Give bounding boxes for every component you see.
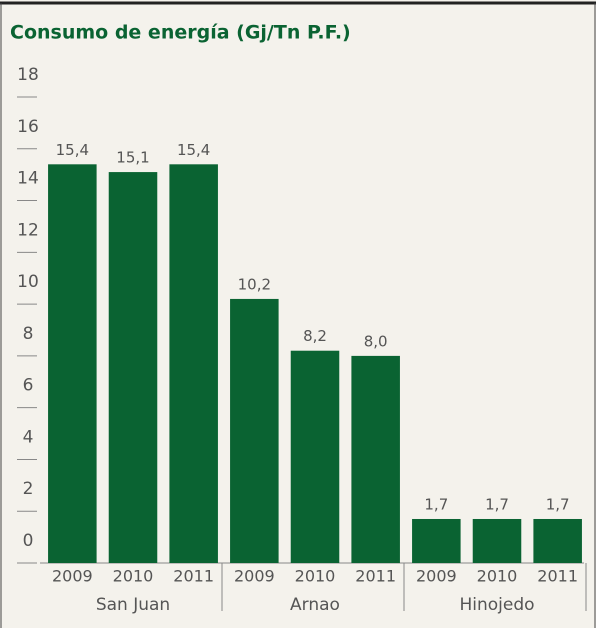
bar bbox=[169, 164, 218, 564]
x-tick-label: 2009 bbox=[52, 567, 93, 586]
x-tick-label: 2010 bbox=[477, 567, 518, 586]
y-tick-label: 16 bbox=[17, 117, 39, 137]
value-label: 8,0 bbox=[364, 332, 388, 350]
y-tick-label: 2 bbox=[23, 479, 34, 499]
value-label: 8,2 bbox=[303, 327, 327, 345]
y-tick-label: 10 bbox=[17, 272, 39, 292]
x-tick-label: 2011 bbox=[537, 567, 578, 586]
y-tick-label: 14 bbox=[17, 169, 39, 189]
group-label: San Juan bbox=[96, 595, 170, 615]
value-label: 1,7 bbox=[485, 495, 509, 513]
value-label: 15,4 bbox=[177, 141, 210, 159]
value-label: 1,7 bbox=[546, 495, 570, 513]
y-tick-label: 4 bbox=[23, 427, 34, 447]
x-tick-label: 2011 bbox=[173, 567, 214, 586]
y-tick-label: 18 bbox=[17, 65, 39, 85]
group-label: Arnao bbox=[290, 595, 340, 615]
value-label: 15,1 bbox=[116, 149, 149, 167]
x-tick-label: 2009 bbox=[234, 567, 275, 586]
bar bbox=[351, 355, 400, 563]
x-tick-label: 2009 bbox=[416, 567, 457, 586]
chart-title: Consumo de energía (Gj/Tn P.F.) bbox=[10, 22, 351, 44]
bar bbox=[533, 518, 582, 563]
bar bbox=[290, 350, 340, 563]
y-tick-label: 8 bbox=[23, 324, 34, 344]
group-label: Hinojedo bbox=[459, 595, 534, 615]
bar bbox=[48, 164, 97, 564]
bar bbox=[108, 172, 158, 564]
value-label: 10,2 bbox=[238, 275, 271, 293]
x-tick-label: 2010 bbox=[113, 567, 154, 586]
y-tick-label: 6 bbox=[23, 376, 34, 396]
y-tick-label: 0 bbox=[23, 531, 34, 551]
value-label: 1,7 bbox=[424, 495, 448, 513]
y-tick-label: 12 bbox=[17, 220, 39, 240]
x-tick-label: 2010 bbox=[295, 567, 336, 586]
bar bbox=[230, 298, 279, 563]
x-tick-label: 2011 bbox=[355, 567, 396, 586]
bar bbox=[472, 518, 522, 563]
bar bbox=[412, 518, 461, 563]
value-label: 15,4 bbox=[56, 141, 89, 159]
